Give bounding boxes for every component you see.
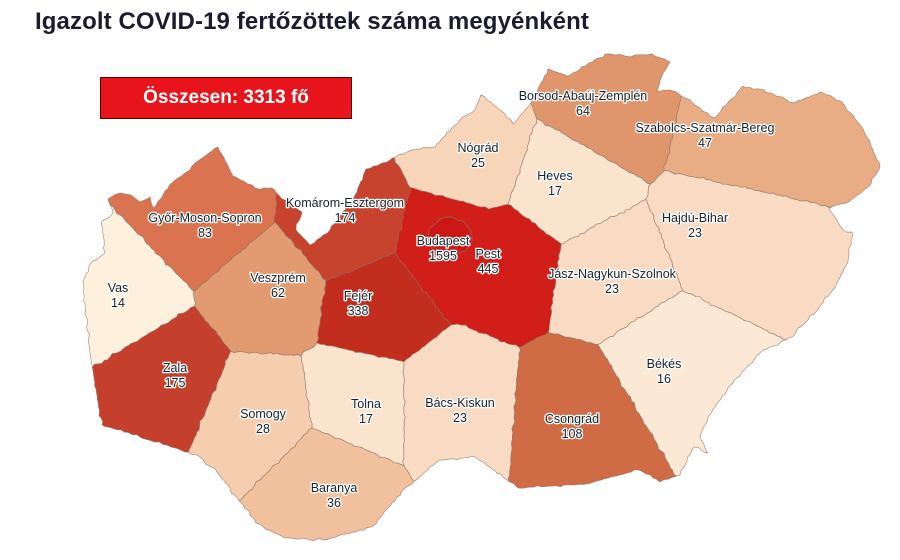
svg-text:23: 23 [453, 411, 467, 425]
svg-text:47: 47 [698, 136, 712, 150]
svg-text:14: 14 [111, 296, 125, 310]
svg-text:Vas: Vas [108, 281, 129, 295]
svg-text:23: 23 [605, 282, 619, 296]
svg-text:Hajdú-Bihar: Hajdú-Bihar [662, 211, 728, 225]
svg-text:Győr-Moson-Sopron: Győr-Moson-Sopron [148, 211, 261, 225]
svg-text:Csongrád: Csongrád [545, 412, 599, 426]
svg-text:23: 23 [688, 226, 702, 240]
svg-text:1595: 1595 [429, 249, 457, 263]
svg-text:64: 64 [576, 104, 590, 118]
svg-text:175: 175 [165, 376, 186, 390]
svg-text:Pest: Pest [475, 247, 501, 261]
svg-text:Nógrád: Nógrád [458, 141, 499, 155]
svg-text:25: 25 [471, 156, 485, 170]
svg-text:Heves: Heves [537, 169, 572, 183]
svg-text:Komárom-Esztergom: Komárom-Esztergom [286, 196, 404, 210]
svg-text:Somogy: Somogy [240, 407, 287, 421]
svg-text:36: 36 [327, 496, 341, 510]
svg-text:Jász-Nagykun-Szolnok: Jász-Nagykun-Szolnok [548, 267, 677, 281]
svg-text:Békés: Békés [647, 357, 682, 371]
svg-text:Zala: Zala [163, 361, 187, 375]
svg-text:28: 28 [256, 422, 270, 436]
svg-text:108: 108 [562, 427, 583, 441]
svg-text:62: 62 [271, 286, 285, 300]
svg-text:17: 17 [359, 412, 373, 426]
svg-text:17: 17 [548, 184, 562, 198]
svg-text:Bács-Kiskun: Bács-Kiskun [425, 396, 495, 410]
svg-text:Szabolcs-Szatmár-Bereg: Szabolcs-Szatmár-Bereg [636, 121, 775, 135]
svg-text:Tolna: Tolna [351, 397, 381, 411]
svg-text:16: 16 [657, 372, 671, 386]
svg-text:Veszprém: Veszprém [250, 271, 306, 285]
svg-text:Borsod-Abaúj-Zemplén: Borsod-Abaúj-Zemplén [519, 89, 648, 103]
svg-text:Fejér: Fejér [344, 289, 372, 303]
svg-text:445: 445 [478, 262, 499, 276]
svg-text:174: 174 [335, 211, 356, 225]
svg-text:Budapest: Budapest [417, 234, 470, 248]
svg-text:83: 83 [198, 226, 212, 240]
svg-text:338: 338 [348, 304, 369, 318]
svg-text:Baranya: Baranya [311, 481, 358, 495]
